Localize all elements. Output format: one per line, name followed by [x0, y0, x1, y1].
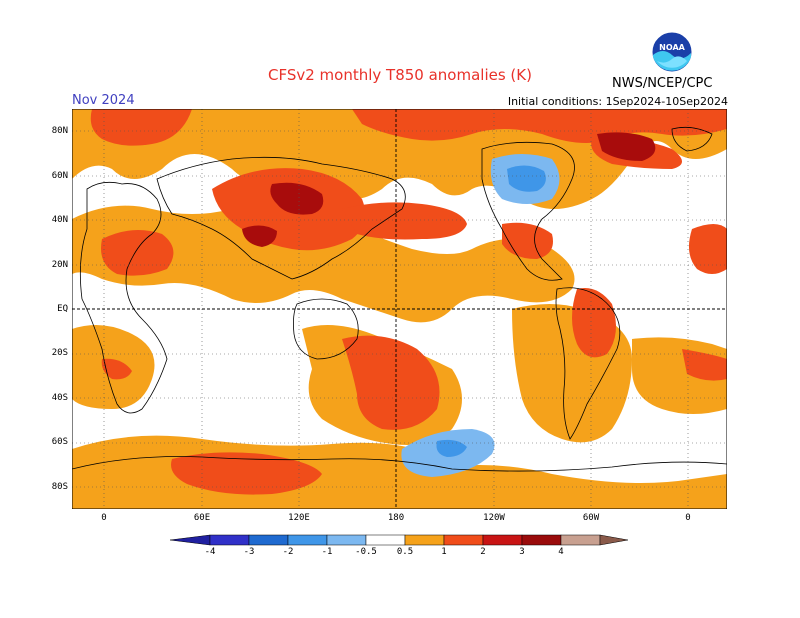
colorbar-swatch	[248, 534, 289, 546]
colorbar-label: -4	[204, 547, 216, 557]
lat-label: 40S	[51, 393, 68, 403]
lon-label: 120W	[483, 513, 505, 523]
colorbar-swatch	[482, 534, 523, 546]
colorbar-label: 1	[441, 547, 447, 557]
colorbar-label: 0.5	[396, 547, 414, 557]
lon-label: 60W	[582, 513, 600, 523]
svg-text:NOAA: NOAA	[659, 43, 685, 52]
lat-label: 80N	[51, 126, 68, 136]
colorbar-swatch	[560, 534, 601, 546]
initial-conditions: Initial conditions: 1Sep2024-10Sep2024	[507, 95, 728, 108]
lon-label: 0	[685, 513, 691, 523]
colorbar-swatch	[287, 534, 328, 546]
lon-label: 0	[101, 513, 107, 523]
colorbar-swatch	[326, 534, 367, 546]
lon-label: 180	[387, 513, 405, 523]
lon-label: 120E	[288, 513, 310, 523]
lat-label: EQ	[57, 304, 68, 314]
lat-label: 80S	[51, 482, 68, 492]
colorbar-label: 3	[519, 547, 525, 557]
lat-label: 20S	[51, 348, 68, 358]
colorbar-label: -0.5	[355, 547, 377, 557]
colorbar-swatch	[404, 534, 445, 546]
colorbar-swatch	[209, 534, 250, 546]
colorbar-label: 4	[558, 547, 564, 557]
colorbar-label: -2	[282, 547, 294, 557]
colorbar	[170, 534, 629, 546]
colorbar-swatch	[521, 534, 562, 546]
lat-label: 60N	[51, 171, 68, 181]
lat-label: 60S	[51, 437, 68, 447]
colorbar-label: -1	[321, 547, 333, 557]
colorbar-swatch	[443, 534, 484, 546]
forecast-month: Nov 2024	[72, 93, 135, 108]
lat-label: 40N	[51, 215, 68, 225]
lon-label: 60E	[193, 513, 211, 523]
lat-label: 20N	[51, 260, 68, 270]
colorbar-label: -3	[243, 547, 255, 557]
coastlines	[72, 126, 727, 472]
reference-lines	[72, 109, 727, 509]
anomaly-map	[72, 109, 727, 509]
anomaly-fields	[72, 109, 727, 509]
agency-label: NWS/NCEP/CPC	[612, 76, 713, 91]
colorbar-max-arrow	[599, 534, 629, 546]
colorbar-label: 2	[480, 547, 486, 557]
noaa-logo-icon: NOAA	[651, 31, 693, 73]
map-title: CFSv2 monthly T850 anomalies (K)	[268, 66, 532, 84]
colorbar-swatch	[365, 534, 406, 546]
colorbar-min-arrow	[170, 534, 211, 546]
